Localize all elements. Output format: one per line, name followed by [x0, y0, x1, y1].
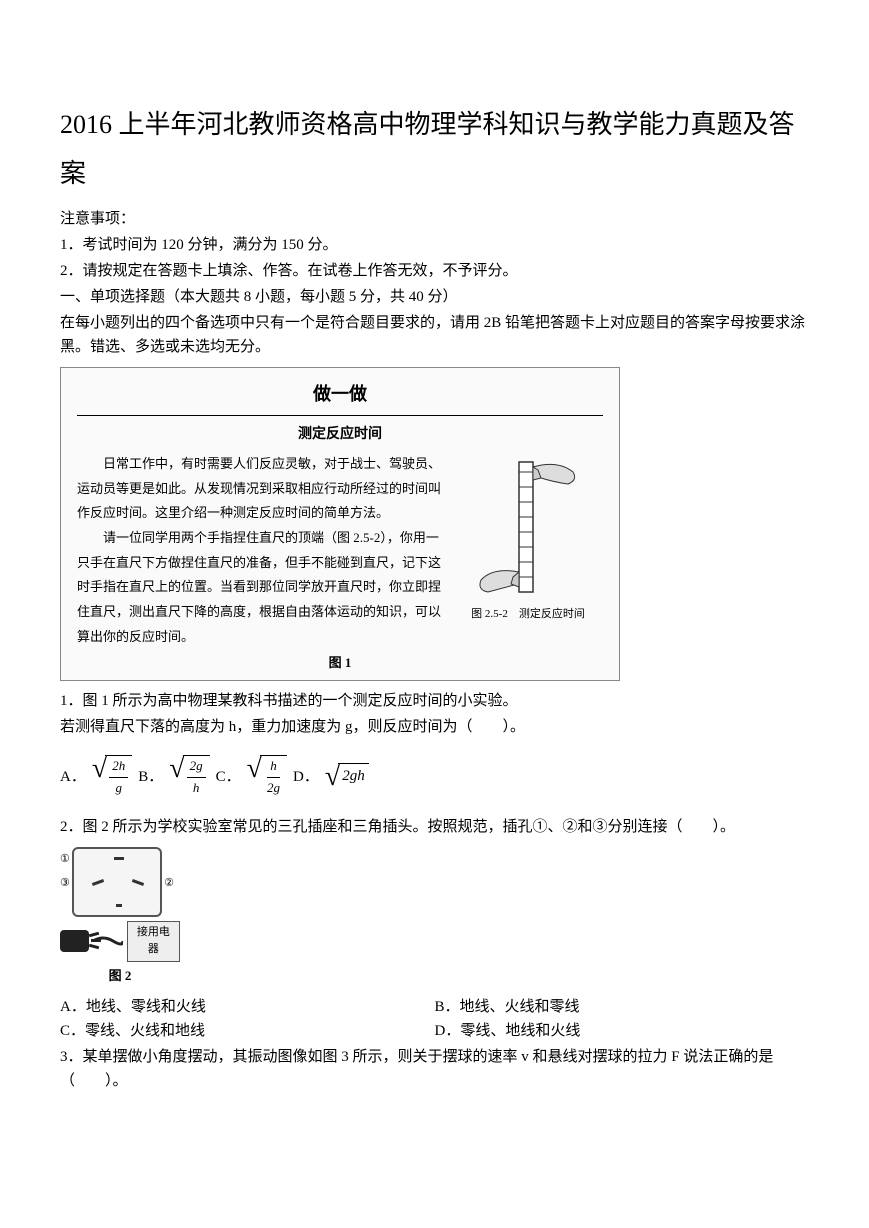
notice-item-2: 2．请按规定在答题卡上填涂、作答。在试卷上作答无效，不予评分。	[60, 259, 809, 283]
q1-optA-den: g	[112, 778, 125, 799]
q1-optB-label: B．	[138, 765, 163, 789]
q1-optD-label: D．	[293, 765, 319, 789]
q1-options: A． √ 2h g B． √ 2g h C． √ h 2g D． √	[60, 755, 809, 799]
q3-stem: 3．某单摆做小角度摆动，其振动图像如图 3 所示，则关于摆球的速率 v 和悬线对…	[60, 1045, 809, 1093]
figure-1-illustration: 图 2.5-2 测定反应时间	[453, 452, 603, 650]
q2-optB: B．地线、火线和零线	[435, 995, 810, 1019]
socket-label-2: ②	[164, 875, 174, 893]
q1-optA-formula: √ 2h g	[92, 755, 132, 799]
section-1-desc: 在每小题列出的四个备选项中只有一个是符合题目要求的，请用 2B 铅笔把答题卡上对…	[60, 311, 809, 359]
q1-stem-1: 1．图 1 所示为高中物理某教科书描述的一个测定反应时间的小实验。	[60, 689, 809, 713]
ruler-hands-icon	[463, 452, 593, 602]
figure-1-subtitle: 测定反应时间	[77, 424, 603, 446]
figure-1-img-caption: 图 2.5-2 测定反应时间	[471, 606, 585, 624]
appliance-box: 接用电器	[127, 921, 180, 962]
q2-optD: D．零线、地线和火线	[435, 1019, 810, 1043]
q1-optD-formula: √ 2gh	[325, 763, 369, 791]
q1-optB-formula: √ 2g h	[169, 755, 209, 799]
figure-1-para-1: 日常工作中，有时需要人们反应灵敏，对于战士、驾驶员、运动员等更是如此。从发现情况…	[77, 452, 443, 526]
plug-icon: 接用电器	[60, 921, 180, 962]
socket-label-1: ①	[60, 851, 70, 869]
q1-optB-num: 2g	[187, 756, 206, 778]
q1-stem-2: 若测得直尺下落的高度为 h，重力加速度为 g，则反应时间为（ ）。	[60, 715, 809, 739]
q2-optC: C．零线、火线和地线	[60, 1019, 435, 1043]
q2-optA: A．地线、零线和火线	[60, 995, 435, 1019]
figure-1-title: 做一做	[77, 380, 603, 416]
figure-1-para-2: 请一位同学用两个手指捏住直尺的顶端（图 2.5-2），你用一只手在直尺下方做捏住…	[77, 526, 443, 649]
figure-1-text: 日常工作中，有时需要人们反应灵敏，对于战士、驾驶员、运动员等更是如此。从发现情况…	[77, 452, 443, 650]
q1-optB-den: h	[190, 778, 203, 799]
q1-optA-num: 2h	[109, 756, 128, 778]
q2-stem: 2．图 2 所示为学校实验室常见的三孔插座和三角插头。按照规范，插孔①、②和③分…	[60, 815, 809, 839]
socket-icon: ① ③ ②	[72, 847, 162, 917]
q1-optA-label: A．	[60, 765, 86, 789]
q1-optC-label: C．	[216, 765, 241, 789]
socket-label-3: ③	[60, 875, 70, 893]
notice-header: 注意事项：	[60, 207, 809, 231]
section-1-title: 一、单项选择题（本大题共 8 小题，每小题 5 分，共 40 分）	[60, 285, 809, 309]
figure-1-caption: 图 1	[77, 653, 603, 674]
figure-2-box: ① ③ ② 接用电器 图 2	[60, 847, 180, 987]
q2-options-row-2: C．零线、火线和地线 D．零线、地线和火线	[60, 1019, 809, 1043]
notice-item-1: 1．考试时间为 120 分钟，满分为 150 分。	[60, 233, 809, 257]
q2-options-row-1: A．地线、零线和火线 B．地线、火线和零线	[60, 995, 809, 1019]
q1-optD-expr: 2gh	[342, 768, 365, 784]
figure-2-caption: 图 2	[60, 966, 180, 987]
figure-1-box: 做一做 测定反应时间 日常工作中，有时需要人们反应灵敏，对于战士、驾驶员、运动员…	[60, 367, 620, 681]
q1-optC-formula: √ h 2g	[247, 755, 287, 799]
q1-optC-num: h	[267, 756, 280, 778]
page-title: 2016 上半年河北教师资格高中物理学科知识与教学能力真题及答案	[60, 100, 809, 199]
q1-optC-den: 2g	[264, 778, 283, 799]
